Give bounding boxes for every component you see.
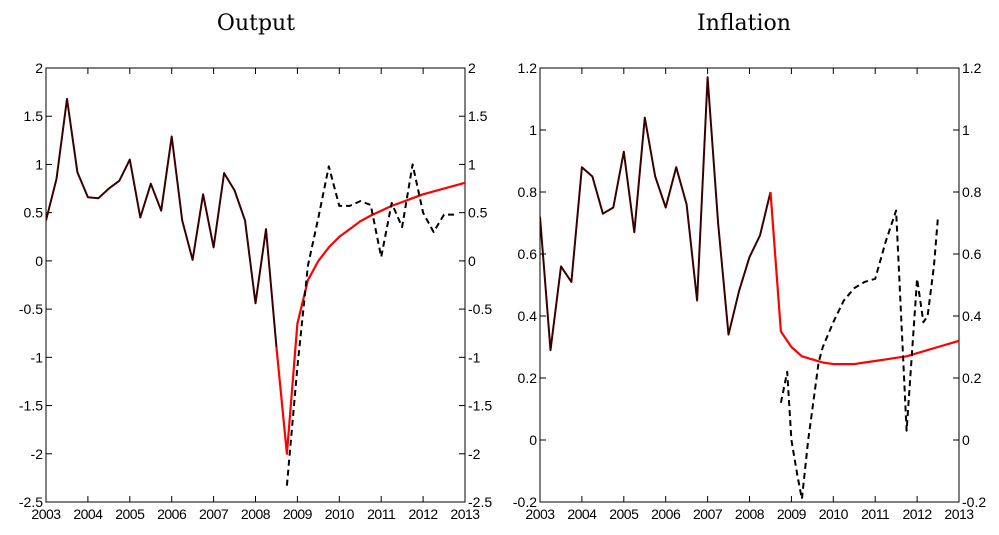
output-ytick-left-label: 1.5: [24, 108, 44, 124]
output-ytick-left-label: -2.5: [19, 494, 43, 510]
inflation-ytick-right-label: 1.2: [962, 60, 982, 76]
output-ytick-right-label: 1: [468, 156, 476, 172]
output-ytick-left-label: -1: [31, 349, 44, 365]
inflation-series-2-line: [779, 209, 939, 500]
output-chart: Output -2.5 -2.5 -2 -2 -1.5 -1.5 -1 -1 -0.5 -0.5 0…: [19, 11, 492, 522]
output-xtick-label: 2004: [73, 506, 103, 522]
output-ytick-right-label: 2: [468, 60, 476, 76]
inflation-ytick-right-label: 1: [962, 122, 970, 138]
output-chart-title: Output: [217, 11, 295, 36]
inflation-xtick-label: 2012: [903, 506, 933, 522]
inflation-ytick-left-label: 0.2: [518, 370, 538, 386]
output-series-1-line: [275, 181, 465, 455]
inflation-xtick-label: 2007: [693, 506, 723, 522]
inflation-xtick-label: 2011: [861, 506, 890, 522]
output-ytick-left-label: 0: [35, 253, 43, 269]
inflation-plot-frame: [539, 67, 960, 503]
output-ytick-right-label: -1: [468, 349, 481, 365]
inflation-ytick-left-label: -0.2: [513, 494, 537, 510]
output-ytick-right-label: -0.5: [468, 301, 492, 317]
inflation-ytick-right-label: 0.6: [962, 246, 982, 262]
output-ytick-left-label: -2: [31, 446, 44, 462]
output-ytick-right-label: -2: [468, 446, 481, 462]
output-series-2-line: [285, 163, 455, 486]
inflation-xtick-label: 2003: [525, 506, 555, 522]
output-ytick-right-label: -2.5: [468, 494, 492, 510]
output-xtick-label: 2012: [409, 506, 439, 522]
output-xtick-label: 2010: [325, 506, 355, 522]
inflation-series-1-line: [769, 191, 959, 366]
inflation-chart-title: Inflation: [697, 11, 791, 36]
output-axes: -2.5 -2.5 -2 -2 -1.5 -1.5 -1 -1 -0.5 -0.5 0 0 0.5 0.5…: [19, 60, 492, 522]
inflation-ytick-left-label: 0.6: [518, 246, 538, 262]
output-xtick-label: 2006: [157, 506, 187, 522]
output-ytick-left-label: 1: [35, 156, 43, 172]
output-ytick-right-label: -1.5: [468, 398, 492, 414]
inflation-ytick-right-label: 0.2: [962, 370, 982, 386]
output-xtick-label: 2013: [450, 506, 480, 522]
inflation-series-layer: [540, 76, 959, 500]
inflation-ytick-left-label: 0.8: [518, 184, 538, 200]
output-xtick-label: 2011: [367, 506, 396, 522]
inflation-xtick-label: 2008: [735, 506, 765, 522]
output-ytick-left-label: -1.5: [19, 398, 43, 414]
inflation-ytick-right-label: 0: [962, 432, 970, 448]
output-xtick-label: 2008: [241, 506, 271, 522]
output-xtick-label: 2009: [283, 506, 313, 522]
output-xtick-label: 2007: [199, 506, 229, 522]
inflation-xtick-label: 2006: [651, 506, 681, 522]
inflation-ytick-left-label: 0.4: [518, 308, 538, 324]
inflation-xtick-label: 2013: [944, 506, 974, 522]
inflation-chart: Inflation -0.2 -0.2 0 0 0.2 0.2 0.4 0.4 0.6 0.6 0.…: [513, 11, 986, 522]
inflation-ytick-left-label: 1: [529, 122, 537, 138]
output-series-layer: [46, 97, 465, 486]
output-ytick-right-label: 0: [468, 253, 476, 269]
inflation-xtick-label: 2010: [819, 506, 849, 522]
inflation-ytick-left-label: 1.2: [518, 60, 538, 76]
output-ytick-left-label: 0.5: [24, 205, 44, 221]
output-ytick-right-label: 0.5: [468, 205, 488, 221]
inflation-ytick-right-label: 0.8: [962, 184, 982, 200]
inflation-ytick-right-label: 0.4: [962, 308, 982, 324]
output-plot-frame: [45, 67, 466, 503]
output-xtick-label: 2003: [31, 506, 61, 522]
output-ytick-right-label: 1.5: [468, 108, 488, 124]
inflation-xtick-label: 2009: [777, 506, 807, 522]
inflation-series-0-line: [540, 76, 772, 352]
inflation-ytick-left-label: 0: [529, 432, 537, 448]
output-xtick-label: 2005: [115, 506, 145, 522]
output-series-0-line: [46, 97, 278, 348]
output-ytick-left-label: -0.5: [19, 301, 43, 317]
inflation-xtick-label: 2004: [567, 506, 597, 522]
inflation-axes: -0.2 -0.2 0 0 0.2 0.2 0.4 0.4 0.6 0.6 0.8 0.8 1 1 1.2 1…: [513, 60, 986, 522]
inflation-ytick-right-label: -0.2: [962, 494, 986, 510]
output-ytick-left-label: 2: [35, 60, 43, 76]
inflation-xtick-label: 2005: [609, 506, 639, 522]
